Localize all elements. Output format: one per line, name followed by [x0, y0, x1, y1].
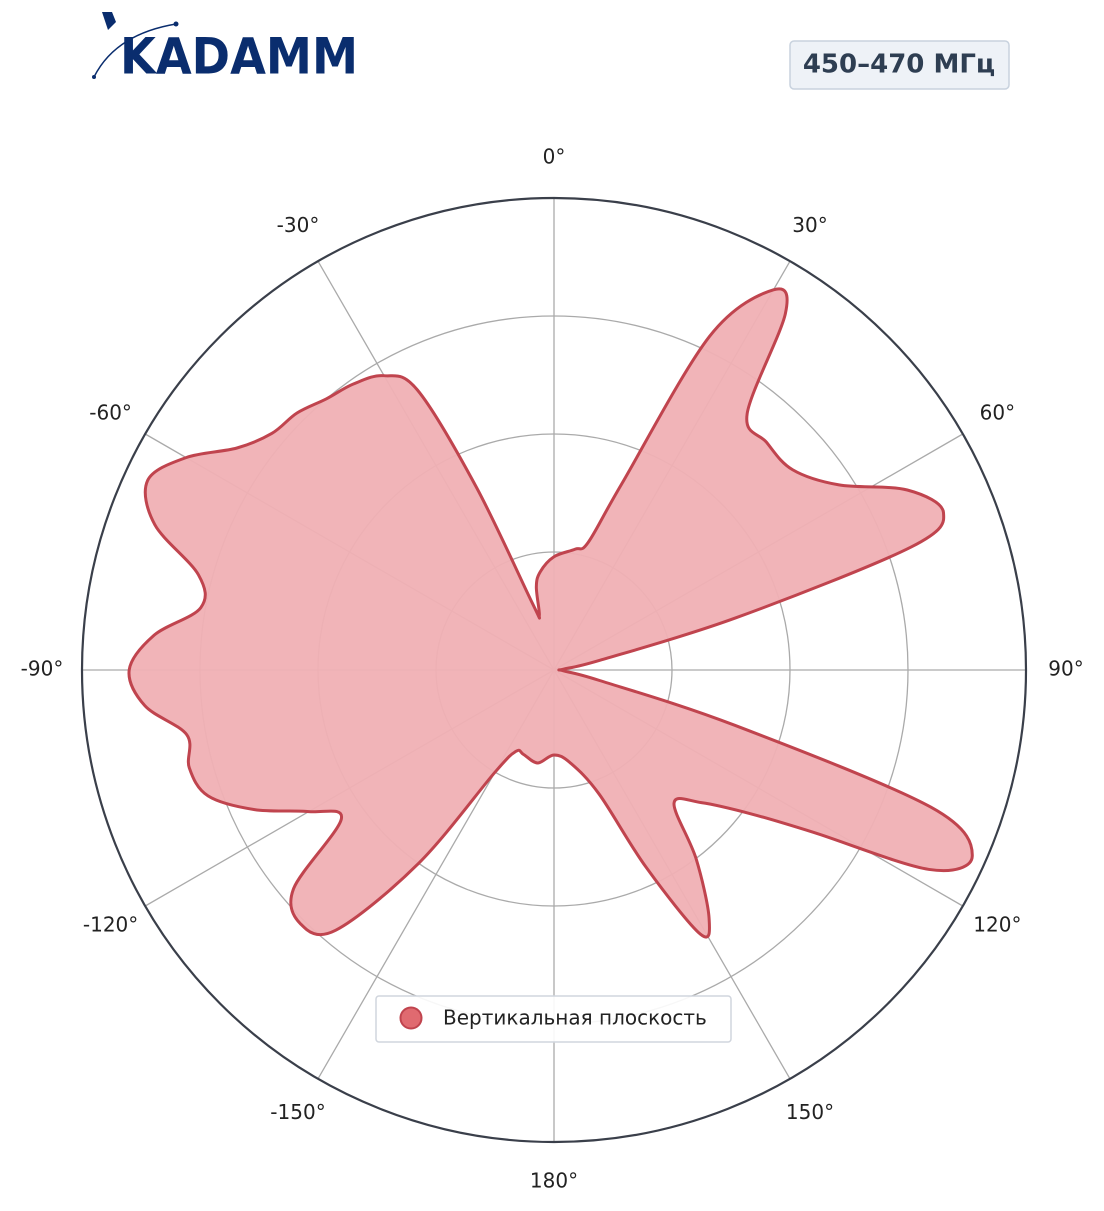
theta-tick-label: 60°	[980, 401, 1015, 425]
legend-marker	[399, 1006, 423, 1030]
theta-tick-label: -120°	[83, 913, 138, 937]
logo-text: KADAMM	[120, 28, 358, 86]
theta-tick-label: 120°	[973, 913, 1021, 937]
theta-tick-label: -60°	[89, 401, 132, 425]
logo-swoosh	[93, 23, 177, 78]
title-badge	[789, 40, 1010, 90]
outer-ring	[80, 196, 1028, 1144]
logo-dot	[92, 75, 96, 79]
theta-tick-label: 0°	[543, 145, 566, 169]
theta-tick-label: 150°	[786, 1100, 834, 1124]
theta-tick-label: -90°	[21, 657, 64, 681]
logo-dot	[173, 21, 179, 27]
logo-mark	[102, 12, 116, 30]
legend: Вертикальная плоскость	[375, 995, 732, 1043]
chart-title: 450–470 МГц	[803, 50, 995, 80]
theta-tick-label: -30°	[277, 213, 320, 237]
theta-tick-label: 180°	[530, 1169, 578, 1193]
theta-tick-label: -150°	[270, 1100, 325, 1124]
logo: KADAMM	[92, 12, 358, 86]
legend-label: Вертикальная плоскость	[443, 1006, 707, 1030]
theta-tick-label: 90°	[1048, 657, 1083, 681]
legend-box	[375, 995, 732, 1043]
pattern-area	[127, 287, 974, 939]
theta-tick-label: 30°	[792, 213, 827, 237]
